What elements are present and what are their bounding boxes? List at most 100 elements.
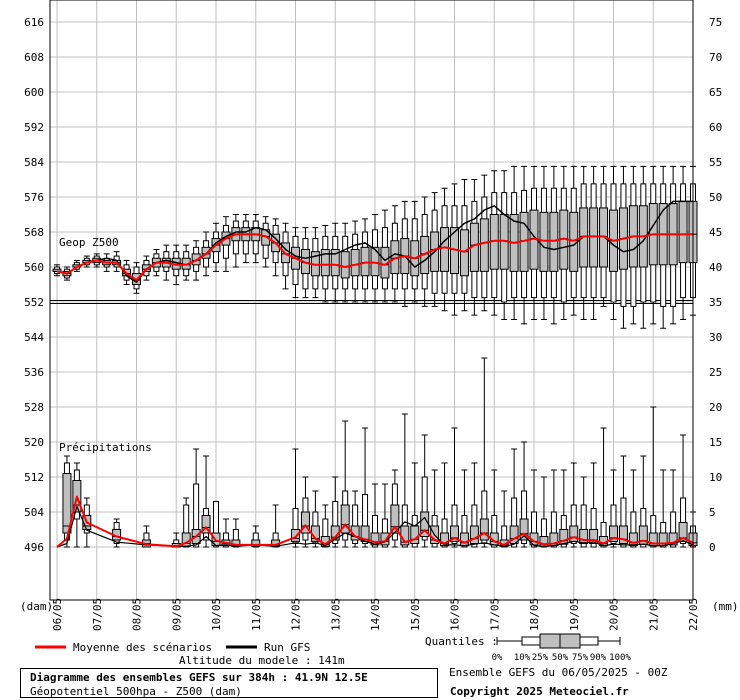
z500-box (410, 200, 420, 303)
left-tick-label: 616 (24, 16, 44, 29)
quantile-tick: 25% (532, 653, 549, 663)
geop-label: Geop Z500 (59, 236, 119, 249)
quantile-legend-box (496, 633, 621, 649)
right-tick-label: 65 (709, 86, 722, 99)
precip-outer (531, 511, 537, 548)
left-tick-label: 496 (24, 541, 44, 554)
precip-iqr (251, 539, 261, 547)
z500-box (310, 227, 320, 299)
precip-box (191, 448, 201, 548)
z500-mean-line (56, 233, 693, 282)
precip-box (618, 455, 628, 548)
z500-iqr (370, 246, 380, 277)
x-tick-label: 11/05 (250, 598, 263, 631)
precip-outer (461, 515, 468, 548)
precip-outer (421, 476, 428, 541)
precip-box (410, 462, 420, 548)
precip-box (569, 462, 579, 548)
right-tick-label: 75 (709, 16, 722, 29)
left-tick-label: 520 (24, 436, 44, 449)
precip-box (678, 434, 688, 548)
precip-outer (620, 497, 627, 548)
x-tick-label: 15/05 (409, 598, 422, 631)
x-tick-label: 19/05 (568, 598, 581, 631)
z500-iqr (479, 218, 489, 272)
precip-box (440, 462, 450, 548)
precip-box (251, 525, 261, 548)
precip-iqr (628, 532, 638, 547)
precip-box (628, 469, 638, 548)
precip-iqr (579, 529, 589, 544)
z500-box (340, 222, 350, 303)
z500-box (350, 220, 360, 303)
right-tick-label: 50 (709, 191, 722, 204)
precip-iqr (519, 518, 529, 541)
z500-box (241, 214, 251, 264)
z500-box (459, 179, 469, 312)
z500-iqr (589, 207, 599, 268)
precip-outer (550, 511, 557, 548)
precip-iqr (201, 515, 211, 534)
z500-iqr (330, 249, 340, 277)
left-tick-label: 504 (24, 506, 44, 519)
z500-box (221, 216, 231, 272)
precip-box (450, 427, 459, 548)
right-unit-label: (mm) (712, 600, 739, 613)
left-unit-label: (dam) (20, 600, 53, 613)
precip-box (509, 448, 519, 548)
precip-iqr (291, 529, 300, 542)
precip-box (519, 441, 529, 548)
precip-box (529, 469, 539, 548)
left-tick-label: 544 (24, 331, 44, 344)
left-tick-label: 608 (24, 51, 44, 64)
right-tick-label: 40 (709, 261, 722, 274)
left-tick-label: 584 (24, 156, 44, 169)
z500-box (648, 165, 658, 325)
z500-box (231, 214, 241, 268)
precip-outer (580, 504, 587, 548)
precip-outer (680, 497, 687, 544)
z500-box (370, 214, 380, 303)
x-tick-label: 22/05 (687, 598, 700, 631)
precip-box (459, 469, 469, 548)
right-tick-label: 60 (709, 121, 722, 134)
right-tick-label: 45 (709, 226, 722, 239)
z500-iqr (539, 211, 549, 272)
z500-iqr (440, 227, 450, 272)
precip-box (559, 469, 569, 548)
precip-box (320, 504, 330, 548)
precip-iqr (370, 532, 380, 546)
z500-box (489, 170, 499, 316)
info-box: Diagramme des ensembles GEFS sur 384h : … (20, 668, 438, 698)
precip-outer (213, 501, 219, 548)
z500-iqr (340, 251, 350, 279)
left-tick-label: 528 (24, 401, 44, 414)
z500-box (658, 165, 668, 329)
z500-iqr (350, 249, 360, 277)
x-tick-label: 09/05 (170, 598, 183, 631)
z500-box (529, 165, 539, 320)
quantile-tick: 75% (572, 653, 589, 663)
quantile-tick: 0% (492, 653, 503, 663)
precip-outer (521, 490, 528, 544)
z500-box (618, 165, 628, 329)
precip-box (360, 427, 370, 548)
z500-box (628, 165, 638, 325)
legend-mean-label: Moyenne des scénarios (73, 641, 212, 654)
precip-box (469, 462, 479, 548)
right-tick-label: 25 (709, 366, 722, 379)
precip-box (599, 427, 609, 548)
quantile-tick-labels: 0% 10% 25% 50% 75% 90% 100% (492, 653, 632, 663)
precip-outer (501, 525, 508, 548)
x-tick-label: 18/05 (528, 598, 541, 631)
z500-box (539, 165, 549, 320)
precip-outer (362, 494, 369, 544)
precip-outer (352, 504, 359, 544)
right-tick-label: 30 (709, 331, 722, 344)
precip-outer (372, 515, 378, 548)
precip-iqr (450, 525, 459, 542)
precip-box (648, 406, 658, 548)
z500-iqr (360, 246, 370, 277)
z500-box (499, 170, 509, 320)
precip-box (271, 504, 281, 548)
